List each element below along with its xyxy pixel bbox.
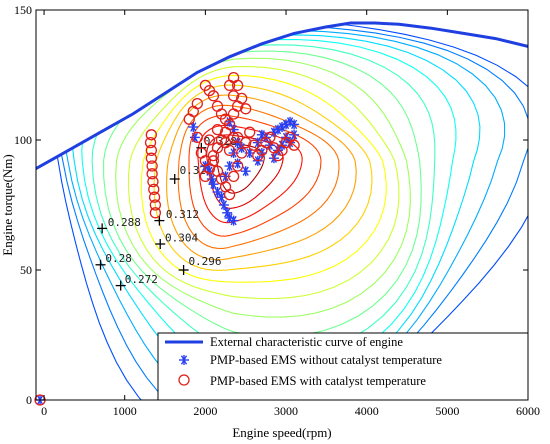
point-with-catalyst bbox=[145, 144, 157, 157]
contour-label: 0.272 bbox=[125, 273, 158, 286]
point-with-catalyst bbox=[211, 100, 224, 112]
x-tick-label: 4000 bbox=[355, 404, 379, 418]
point-with-catalyst bbox=[231, 79, 244, 92]
point-with-catalyst bbox=[203, 134, 216, 146]
external-characteristic-curve bbox=[36, 21, 528, 170]
point-with-catalyst bbox=[227, 90, 240, 102]
contour-label: 0.28 bbox=[105, 252, 132, 265]
point-with-catalyst bbox=[145, 152, 157, 164]
contour-line bbox=[177, 104, 340, 249]
point-without-catalyst bbox=[208, 179, 219, 190]
point-with-catalyst bbox=[219, 113, 232, 125]
legend-box bbox=[157, 332, 529, 401]
legend-entry-external-curve: External characteristic curve of engine bbox=[210, 335, 403, 349]
point-with-catalyst bbox=[223, 188, 236, 201]
contour-label: 0.288 bbox=[108, 216, 141, 229]
contour-plus-marker bbox=[178, 265, 189, 275]
y-tick-label: 150 bbox=[14, 3, 32, 17]
y-tick-label: 50 bbox=[20, 263, 32, 277]
point-without-catalyst bbox=[212, 187, 223, 197]
point-with-catalyst bbox=[145, 129, 157, 141]
point-with-catalyst bbox=[149, 199, 162, 211]
point-with-catalyst bbox=[148, 191, 161, 203]
point-without-catalyst bbox=[222, 207, 233, 218]
point-with-catalyst bbox=[146, 168, 158, 180]
contour-line bbox=[140, 74, 387, 283]
point-with-catalyst bbox=[231, 160, 244, 172]
contour-label: 0.32 bbox=[180, 164, 207, 177]
contour-line bbox=[166, 94, 357, 261]
point-with-catalyst bbox=[264, 131, 276, 144]
point-without-catalyst bbox=[228, 215, 239, 226]
point-with-catalyst bbox=[227, 71, 240, 84]
x-tick-label: 5000 bbox=[435, 404, 459, 418]
legend: External characteristic curve of engine … bbox=[157, 332, 529, 401]
point-without-catalyst bbox=[289, 119, 300, 130]
curve-mask bbox=[36, 10, 528, 169]
contour-line bbox=[188, 114, 322, 237]
point-with-catalyst bbox=[244, 126, 256, 138]
point-with-catalyst bbox=[199, 170, 212, 183]
x-tick-label: 0 bbox=[41, 404, 47, 418]
point-with-catalyst bbox=[240, 136, 252, 149]
point-with-catalyst bbox=[219, 136, 232, 149]
point-with-catalyst bbox=[191, 131, 203, 144]
point-without-catalyst bbox=[188, 122, 199, 132]
x-tick-label: 3000 bbox=[274, 404, 298, 418]
point-with-catalyst bbox=[288, 139, 300, 151]
series-layer bbox=[34, 71, 300, 406]
point-with-catalyst bbox=[240, 103, 252, 115]
point-with-catalyst bbox=[227, 131, 240, 144]
point-with-catalyst bbox=[187, 105, 199, 118]
contour-label: 0.304 bbox=[165, 231, 198, 244]
point-with-catalyst bbox=[236, 92, 248, 105]
y-tick-label: 0 bbox=[26, 393, 32, 407]
point-with-catalyst bbox=[219, 181, 232, 193]
point-with-catalyst bbox=[227, 170, 240, 183]
point-with-catalyst bbox=[207, 155, 220, 167]
y-axis-label: Engine torque(Nm) bbox=[0, 154, 15, 255]
legend-asterisk-swatch bbox=[179, 355, 189, 365]
point-with-catalyst bbox=[144, 136, 157, 149]
contour-plus-marker bbox=[95, 259, 106, 270]
point-with-catalyst bbox=[191, 97, 203, 110]
point-with-catalyst bbox=[248, 139, 260, 151]
contour-line bbox=[215, 143, 265, 194]
contour-plus-marker bbox=[169, 174, 180, 184]
x-tick-label: 6000 bbox=[516, 404, 540, 418]
y-tick-label: 100 bbox=[14, 133, 32, 147]
x-axis-label: Engine speed(rpm) bbox=[232, 425, 331, 440]
point-with-catalyst bbox=[231, 131, 244, 144]
contour-label: 0.312 bbox=[166, 208, 199, 221]
contour-markers bbox=[95, 142, 207, 291]
point-with-catalyst bbox=[148, 183, 160, 196]
contour-line bbox=[115, 57, 411, 318]
point-with-catalyst bbox=[211, 123, 224, 136]
point-with-catalyst bbox=[146, 160, 158, 172]
legend-entry-without-catalyst: PMP-based EMS without catalyst temperatu… bbox=[210, 353, 442, 367]
x-tick-label: 1000 bbox=[113, 404, 137, 418]
x-tick-label: 2000 bbox=[193, 404, 217, 418]
point-with-catalyst bbox=[203, 84, 216, 97]
point-without-catalyst bbox=[218, 200, 229, 210]
point-without-catalyst bbox=[224, 213, 235, 223]
contour-plus-marker bbox=[115, 280, 126, 291]
contour-plus-marker bbox=[154, 215, 165, 226]
point-without-catalyst bbox=[232, 158, 243, 169]
point-without-catalyst bbox=[240, 166, 251, 177]
axis-ticks: 0 1000 2000 3000 4000 5000 6000 0 50 100 150 bbox=[14, 3, 540, 418]
contour-line bbox=[103, 50, 422, 338]
contour-line bbox=[127, 65, 400, 300]
contour-label: 0.296 bbox=[188, 255, 221, 268]
contour-plus-marker bbox=[97, 223, 108, 234]
point-with-catalyst bbox=[149, 207, 162, 219]
point-with-catalyst bbox=[147, 175, 159, 188]
contour-plus-marker bbox=[155, 239, 166, 249]
point-with-catalyst bbox=[236, 147, 248, 159]
external-curve-layer bbox=[36, 10, 528, 170]
legend-entry-with-catalyst: PMP-based EMS with catalyst temperature bbox=[210, 374, 426, 388]
legend-circle-swatch bbox=[178, 374, 190, 386]
